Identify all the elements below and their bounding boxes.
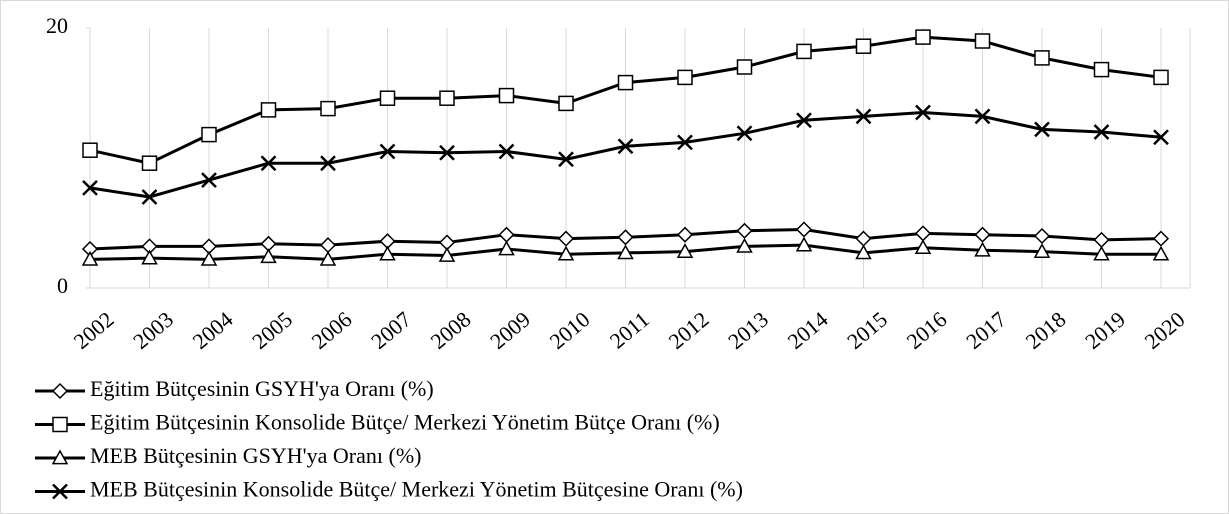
- marker: [617, 244, 634, 260]
- marker: [855, 108, 872, 125]
- marker: [82, 142, 98, 158]
- marker: [141, 249, 158, 265]
- marker: [736, 237, 753, 253]
- marker: [1152, 230, 1170, 247]
- marker: [379, 245, 396, 261]
- marker: [1153, 129, 1169, 146]
- marker: [82, 180, 98, 196]
- marker: [855, 38, 872, 54]
- marker: [796, 112, 812, 129]
- y-tick-label: 20: [46, 13, 68, 38]
- marker: [676, 226, 694, 243]
- legend-label: MEB Bütçesinin Konsolide Bütçe/ Merkezi …: [90, 477, 743, 502]
- marker: [379, 90, 396, 106]
- marker: [617, 138, 634, 155]
- marker: [319, 250, 337, 266]
- legend-label: MEB Bütçesinin GSYH'ya Oranı (%): [90, 443, 421, 468]
- marker: [974, 226, 991, 243]
- marker: [200, 250, 218, 266]
- marker: [1093, 124, 1110, 140]
- legend-label: Eğitim Bütçesinin GSYH'ya Oranı (%): [90, 376, 434, 401]
- marker: [677, 69, 693, 86]
- marker: [796, 43, 812, 60]
- marker: [617, 229, 634, 246]
- marker: [557, 245, 575, 261]
- y-tick-label: 0: [57, 273, 68, 298]
- marker: [81, 250, 99, 266]
- marker: [915, 29, 931, 45]
- marker: [736, 222, 753, 239]
- marker: [379, 143, 396, 160]
- marker: [915, 104, 931, 121]
- marker: [1034, 50, 1050, 66]
- marker: [736, 125, 753, 142]
- marker: [974, 108, 991, 125]
- marker: [439, 144, 455, 161]
- marker: [974, 241, 991, 257]
- marker: [1093, 61, 1110, 78]
- marker: [1153, 69, 1169, 86]
- marker: [320, 155, 336, 172]
- marker: [498, 143, 515, 160]
- marker: [498, 87, 515, 104]
- legend-marker: [51, 382, 69, 400]
- marker: [914, 239, 932, 255]
- marker: [855, 244, 872, 260]
- marker: [617, 74, 634, 91]
- marker: [974, 33, 991, 49]
- marker: [439, 90, 455, 106]
- marker: [141, 155, 158, 171]
- marker: [1093, 245, 1110, 261]
- marker: [795, 221, 813, 238]
- marker: [260, 248, 277, 264]
- legend-marker: [52, 483, 68, 500]
- marker: [260, 102, 277, 118]
- marker: [1034, 121, 1050, 138]
- marker: [201, 126, 217, 143]
- marker: [498, 240, 515, 256]
- marker: [1152, 245, 1170, 261]
- marker: [438, 246, 456, 262]
- marker: [260, 155, 277, 172]
- marker: [558, 95, 574, 112]
- marker: [201, 172, 217, 188]
- marker: [558, 151, 574, 168]
- marker: [1033, 243, 1051, 258]
- marker: [676, 243, 694, 258]
- marker: [736, 59, 753, 75]
- marker: [677, 134, 693, 151]
- legend-label: Eğitim Bütçesinin Konsolide Bütçe/ Merke…: [90, 410, 720, 435]
- marker: [1033, 227, 1051, 245]
- marker: [557, 230, 575, 247]
- legend-marker: [51, 449, 69, 465]
- marker: [320, 100, 336, 117]
- legend-marker: [52, 416, 68, 433]
- marker: [795, 236, 813, 252]
- marker: [141, 189, 158, 205]
